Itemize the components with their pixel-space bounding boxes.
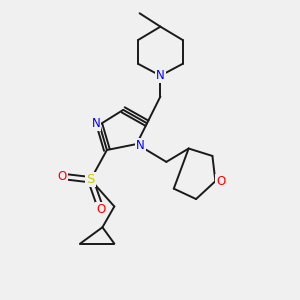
Text: O: O bbox=[96, 203, 106, 216]
Text: N: N bbox=[156, 69, 165, 82]
Text: N: N bbox=[92, 117, 100, 130]
Text: O: O bbox=[58, 170, 67, 183]
Text: N: N bbox=[136, 139, 145, 152]
Text: S: S bbox=[86, 173, 95, 186]
Text: O: O bbox=[216, 175, 225, 188]
